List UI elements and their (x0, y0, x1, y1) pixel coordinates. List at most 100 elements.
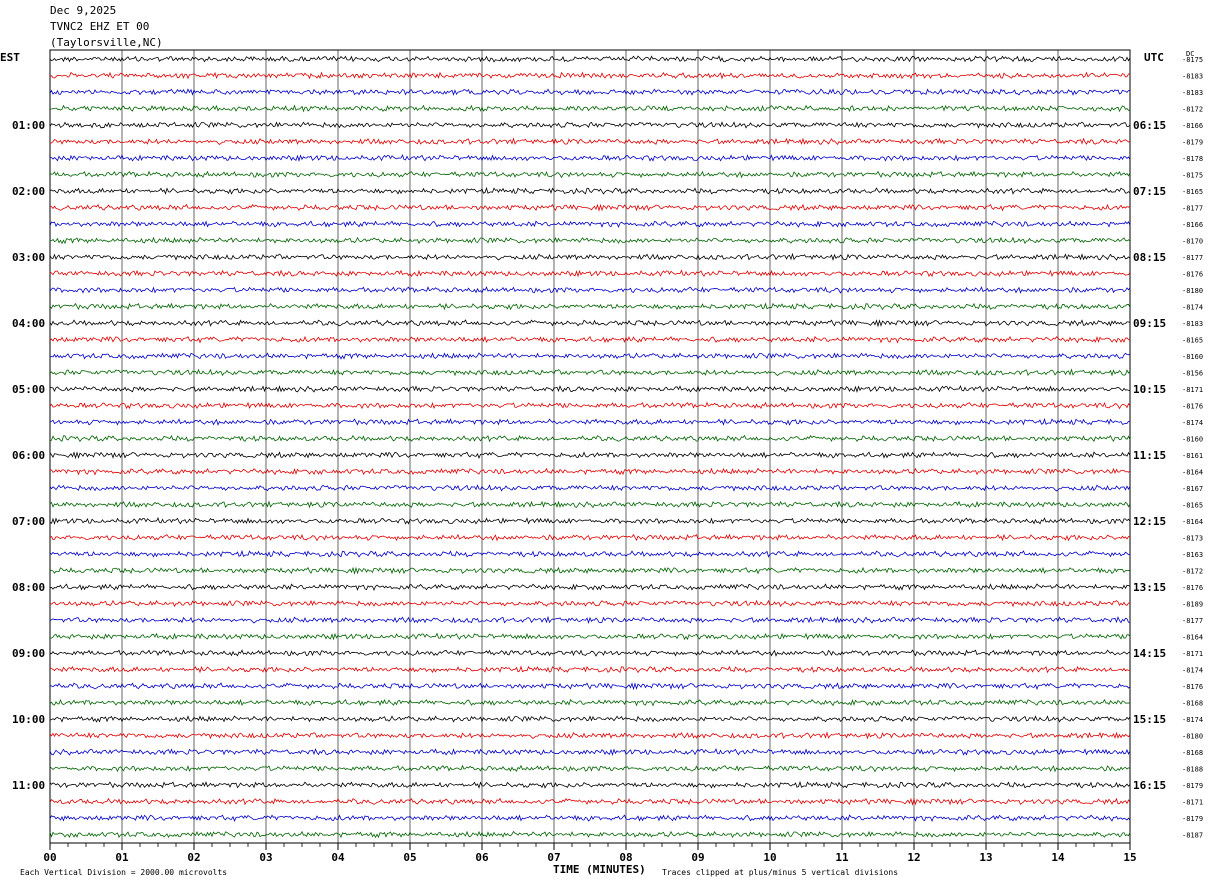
right-hour-label: 11:15 (1133, 449, 1166, 462)
dc-offset-label: -8156 (1182, 370, 1203, 378)
dc-offset-label: -8178 (1182, 155, 1203, 163)
dc-offset-label: -8164 (1182, 634, 1203, 642)
right-hour-label: 09:15 (1133, 317, 1166, 330)
left-hour-label: 03:00 (12, 251, 45, 264)
trace-29 (49, 517, 1131, 526)
trace-2 (49, 71, 1131, 80)
trace-28 (49, 500, 1131, 509)
right-hour-label: 06:15 (1133, 119, 1166, 132)
trace-30 (49, 533, 1131, 542)
dc-offset-label: -8174 (1182, 667, 1203, 675)
x-tick-label-12: 12 (907, 851, 920, 864)
x-tick-label-08: 08 (619, 851, 632, 864)
dc-offset-label: -8183 (1182, 89, 1203, 97)
dc-offset-label: -8163 (1182, 551, 1203, 559)
dc-offset-label: -8179 (1182, 815, 1203, 823)
left-hour-label: 02:00 (12, 185, 45, 198)
dc-offset-label: -8164 (1182, 518, 1203, 526)
dc-offset-label: -8166 (1182, 221, 1203, 229)
trace-22 (49, 401, 1131, 410)
dc-offset-label: -8180 (1182, 287, 1203, 295)
dc-offset-label: -8179 (1182, 782, 1203, 790)
station-location: (Taylorsville,NC) (50, 36, 163, 49)
left-hour-label: 09:00 (12, 647, 45, 660)
trace-16 (49, 302, 1131, 311)
trace-38 (49, 665, 1131, 674)
dc-offset-label: -8180 (1182, 733, 1203, 741)
trace-5 (49, 121, 1131, 129)
seismic-traces (49, 55, 1131, 839)
trace-40 (49, 698, 1131, 707)
dc-offset-label: -8174 (1182, 419, 1203, 427)
dc-offset-label: -8165 (1182, 502, 1203, 510)
trace-27 (49, 484, 1131, 492)
x-tick-label-15: 15 (1123, 851, 1136, 864)
trace-23 (49, 417, 1131, 426)
trace-11 (49, 220, 1131, 228)
scale-note: Each Vertical Division = 2000.00 microvo… (20, 868, 227, 877)
trace-25 (49, 451, 1131, 460)
left-timezone-label: EST (0, 51, 20, 64)
right-hour-label: 10:15 (1133, 383, 1166, 396)
dc-offset-label: -8165 (1182, 188, 1203, 196)
right-timezone-label: UTC (1144, 51, 1164, 64)
dc-offset-label: -8177 (1182, 205, 1203, 213)
trace-19 (49, 352, 1131, 360)
trace-46 (49, 797, 1131, 806)
left-hour-label: 04:00 (12, 317, 45, 330)
trace-4 (49, 104, 1131, 113)
trace-44 (49, 764, 1131, 773)
dc-offset-label: -8174 (1182, 716, 1203, 724)
right-hour-label: 15:15 (1133, 713, 1166, 726)
x-axis-title: TIME (MINUTES) (553, 863, 646, 876)
trace-34 (49, 599, 1131, 608)
dc-offset-label: -8177 (1182, 254, 1203, 262)
dc-offset-label: -8172 (1182, 106, 1203, 114)
x-tick-label-03: 03 (259, 851, 272, 864)
trace-21 (49, 385, 1131, 394)
dc-offset-label: -8172 (1182, 568, 1203, 576)
trace-7 (49, 154, 1131, 163)
trace-32 (49, 566, 1131, 575)
trace-14 (49, 269, 1131, 278)
trace-1 (49, 55, 1131, 63)
trace-26 (49, 467, 1131, 476)
x-tick-label-00: 00 (43, 851, 56, 864)
dc-offset-label: -8160 (1182, 436, 1203, 444)
trace-41 (49, 715, 1131, 723)
dc-offset-label: -8176 (1182, 271, 1203, 279)
trace-39 (49, 682, 1131, 691)
left-hour-label: 06:00 (12, 449, 45, 462)
x-tick-label-14: 14 (1051, 851, 1065, 864)
trace-43 (49, 748, 1131, 757)
trace-12 (49, 236, 1131, 245)
x-tick-label-07: 07 (547, 851, 560, 864)
x-tick-label-06: 06 (475, 851, 489, 864)
trace-13 (49, 252, 1131, 261)
trace-33 (49, 583, 1131, 591)
trace-31 (49, 549, 1131, 558)
trace-37 (49, 649, 1131, 657)
clip-note: Traces clipped at plus/minus 5 vertical … (662, 868, 898, 877)
x-tick-label-11: 11 (835, 851, 849, 864)
dc-offset-label: -8183 (1182, 320, 1203, 328)
right-hour-label: 12:15 (1133, 515, 1166, 528)
dc-offset-label: -8183 (1182, 73, 1203, 81)
recording-date: Dec 9,2025 (50, 4, 117, 17)
trace-6 (49, 137, 1131, 146)
trace-17 (49, 319, 1131, 328)
trace-20 (49, 368, 1131, 377)
dc-offset-label: -8171 (1182, 799, 1203, 807)
x-tick-label-10: 10 (763, 851, 776, 864)
trace-15 (49, 286, 1131, 294)
right-hour-label: 13:15 (1133, 581, 1166, 594)
dc-offset-label: -8171 (1182, 650, 1203, 658)
left-hour-label: 01:00 (12, 119, 45, 132)
dc-offset-label: -8177 (1182, 617, 1203, 625)
trace-10 (49, 203, 1131, 212)
dc-offset-label: -8165 (1182, 337, 1203, 345)
dc-column-label: DC (1186, 50, 1194, 58)
right-hour-label: 16:15 (1133, 779, 1166, 792)
trace-24 (49, 434, 1131, 443)
